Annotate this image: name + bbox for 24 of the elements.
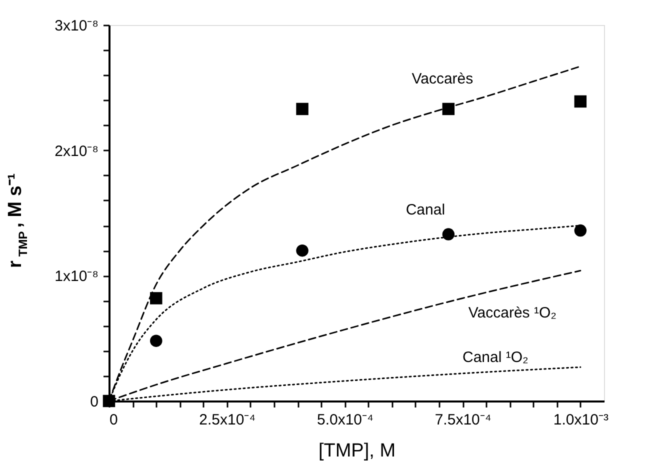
x-tick-label: 1.0x10⁻³ bbox=[553, 412, 608, 428]
x-tick-label: 2.5x10⁻⁴ bbox=[199, 412, 256, 428]
y-tick-label: 1x10⁻⁸ bbox=[54, 268, 98, 286]
point bbox=[150, 292, 162, 304]
point bbox=[574, 95, 587, 108]
y-tick-label: 0 bbox=[90, 394, 98, 410]
y-tick-label: 3x10⁻⁸ bbox=[54, 18, 98, 34]
point bbox=[102, 394, 116, 408]
series-label: Canal ¹O₂ bbox=[462, 349, 529, 366]
point bbox=[442, 102, 455, 116]
series-label: Canal bbox=[406, 202, 446, 219]
point bbox=[296, 244, 308, 257]
series-label: Vaccarès ¹O₂ bbox=[468, 304, 557, 322]
x-tick-label: 5.0x10⁻⁴ bbox=[316, 412, 374, 428]
point bbox=[574, 224, 587, 237]
point bbox=[150, 334, 162, 347]
point bbox=[296, 102, 308, 116]
point bbox=[442, 228, 455, 240]
y-tick-label: 2x10⁻⁸ bbox=[54, 142, 98, 160]
y-axis-title: rTMP, M s⁻¹ bbox=[5, 173, 30, 268]
x-tick-label: 0 bbox=[110, 412, 118, 428]
x-tick-label: 7.5x10⁻⁴ bbox=[434, 412, 492, 428]
series-label: Vaccarès bbox=[412, 70, 474, 88]
x-axis-title: [TMP], M bbox=[318, 440, 396, 462]
